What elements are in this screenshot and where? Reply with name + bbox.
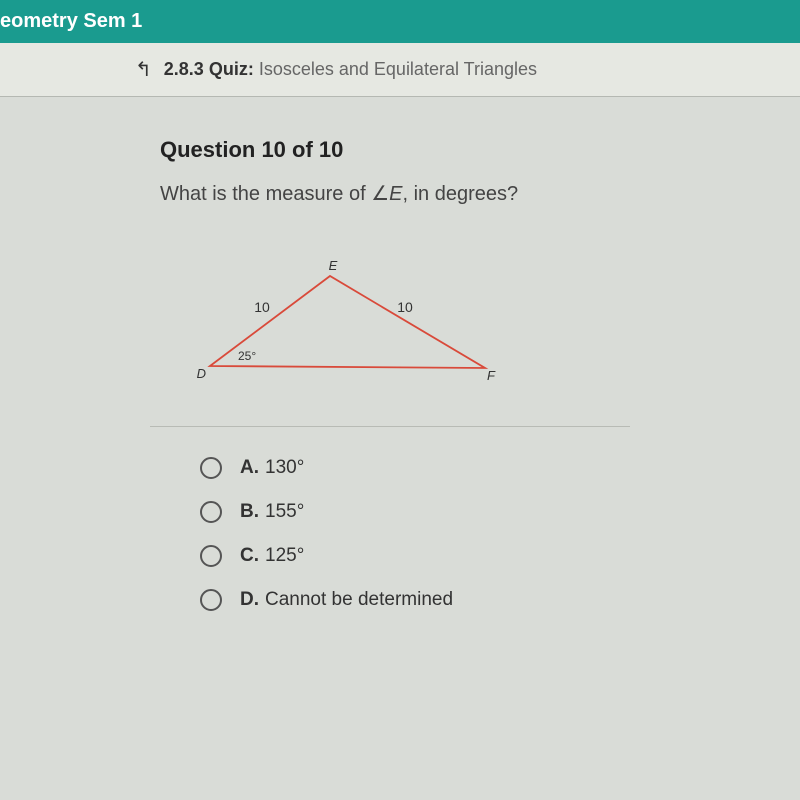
option-text: 155° bbox=[265, 501, 304, 523]
angle-d-label: 25° bbox=[238, 349, 256, 363]
option-letter: D. bbox=[240, 589, 259, 611]
option-text: 125° bbox=[265, 545, 304, 567]
option-c[interactable]: C. 125° bbox=[200, 545, 800, 567]
quiz-number: 2.8.3 bbox=[164, 59, 204, 79]
triangle-diagram: D E F 10 10 25° bbox=[190, 256, 510, 386]
option-text: Cannot be determined bbox=[265, 589, 453, 611]
content-area: Question 10 of 10 What is the measure of… bbox=[0, 97, 800, 611]
angle-symbol: ∠ bbox=[371, 183, 389, 205]
radio-icon bbox=[200, 457, 222, 479]
vertex-e-label: E bbox=[329, 258, 338, 273]
option-text: 130° bbox=[265, 457, 304, 479]
side-de-label: 10 bbox=[254, 299, 270, 315]
prompt-prefix: What is the measure of bbox=[160, 183, 371, 205]
radio-icon bbox=[200, 501, 222, 523]
prompt-suffix: , in degrees? bbox=[402, 183, 518, 205]
option-a[interactable]: A. 130° bbox=[200, 457, 800, 479]
side-ef-label: 10 bbox=[397, 299, 413, 315]
course-header: eometry Sem 1 bbox=[0, 0, 800, 43]
option-d[interactable]: D. Cannot be determined bbox=[200, 589, 800, 611]
radio-icon bbox=[200, 589, 222, 611]
quiz-id: 2.8.3 Quiz: Isosceles and Equilateral Tr… bbox=[164, 59, 537, 80]
option-letter: C. bbox=[240, 545, 259, 567]
question-prompt: What is the measure of ∠E, in degrees? bbox=[160, 181, 800, 206]
vertex-d-label: D bbox=[197, 366, 206, 381]
prompt-variable: E bbox=[389, 183, 402, 205]
vertex-f-label: F bbox=[487, 368, 496, 383]
options-list: A. 130° B. 155° C. 125° D. Cannot be det… bbox=[200, 457, 800, 611]
option-letter: A. bbox=[240, 457, 259, 479]
question-number: Question 10 of 10 bbox=[160, 137, 800, 163]
course-title: eometry Sem 1 bbox=[0, 10, 142, 33]
back-arrow-icon[interactable]: ↰ bbox=[135, 57, 152, 82]
radio-icon bbox=[200, 545, 222, 567]
option-b[interactable]: B. 155° bbox=[200, 501, 800, 523]
option-letter: B. bbox=[240, 501, 259, 523]
quiz-title: Isosceles and Equilateral Triangles bbox=[259, 59, 537, 79]
triangle-svg: D E F 10 10 25° bbox=[190, 256, 510, 386]
quiz-subheader: ↰ 2.8.3 Quiz: Isosceles and Equilateral … bbox=[0, 43, 800, 97]
quiz-label: Quiz: bbox=[209, 59, 254, 79]
divider bbox=[150, 426, 630, 427]
